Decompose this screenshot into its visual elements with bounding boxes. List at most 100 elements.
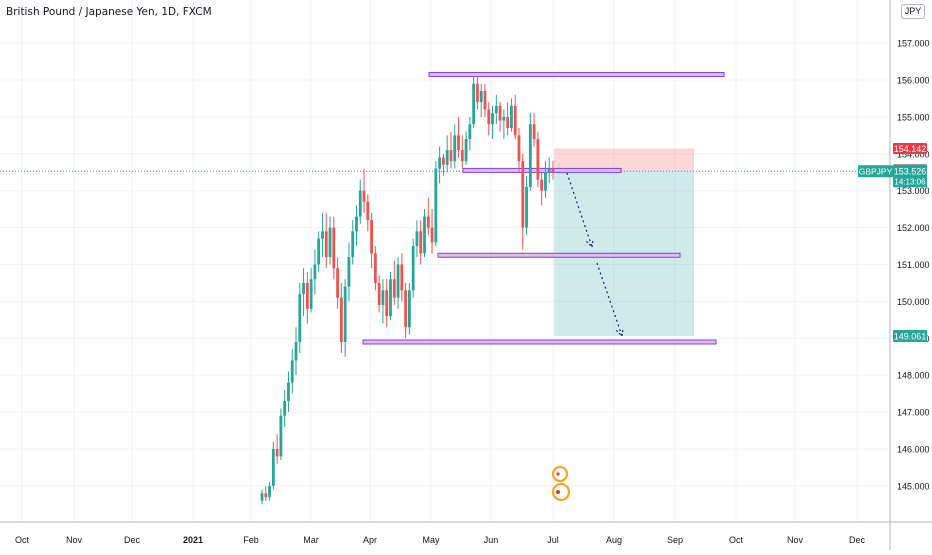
candle-body: [294, 341, 298, 361]
candle-body: [321, 231, 324, 239]
candle: [377, 275, 381, 313]
time-tick-label: 2021: [183, 535, 203, 545]
projection-arrow[interactable]: [596, 262, 624, 338]
candle: [396, 257, 400, 309]
candle-body: [506, 116, 510, 128]
candle: [400, 253, 404, 302]
level-rectangle[interactable]: [362, 339, 717, 345]
current-price-text: 153.526: [894, 166, 927, 176]
candle-body: [400, 264, 404, 291]
candle: [339, 282, 343, 354]
stop-loss-zone: [554, 148, 694, 172]
candle-body: [536, 139, 540, 180]
candle-body: [347, 257, 351, 287]
candle-body: [460, 150, 464, 162]
projection-arrows[interactable]: [566, 172, 624, 338]
candle-body: [332, 227, 336, 269]
candle-body: [498, 105, 502, 121]
candle-body: [339, 297, 343, 342]
candle: [279, 408, 283, 461]
symbol-tag-text: GBPJPY: [859, 166, 893, 176]
time-tick-label: Sep: [667, 535, 683, 545]
candle-body: [287, 382, 290, 402]
time-tick-label: Oct: [729, 535, 744, 545]
candle-body: [483, 91, 487, 110]
candle: [275, 434, 279, 464]
candle-body: [442, 157, 445, 165]
candle-body: [479, 91, 483, 103]
candle: [423, 209, 426, 258]
candle-body: [298, 294, 302, 342]
candle-body: [370, 220, 373, 254]
candle-body: [407, 290, 411, 328]
time-tick-label: Oct: [15, 535, 30, 545]
candle-body: [468, 124, 472, 140]
horizontal-levels[interactable]: [362, 71, 725, 345]
candle-body: [317, 238, 321, 265]
candle: [472, 76, 476, 128]
candle: [483, 83, 487, 117]
stop-price-badge: 154.142: [893, 143, 927, 155]
candle-body: [491, 113, 494, 125]
candle: [407, 282, 411, 335]
candle: [457, 116, 460, 158]
candle: [430, 209, 434, 254]
candle: [449, 131, 453, 169]
candle: [264, 485, 268, 501]
time-tick-label: Mar: [303, 535, 319, 545]
candle-body: [540, 179, 544, 191]
candle: [551, 161, 555, 180]
candle: [453, 124, 457, 169]
candle-body: [381, 290, 385, 306]
candle-body: [449, 150, 453, 162]
candle: [298, 282, 302, 354]
candle-body: [404, 290, 408, 328]
time-tick-label: Dec: [124, 535, 141, 545]
time-tick-label: Jul: [547, 535, 559, 545]
logo-ring-bottom: [551, 482, 571, 502]
candle-body: [438, 157, 442, 169]
arrow-shaft: [566, 172, 593, 248]
candle: [517, 127, 521, 173]
time-tick-label: Aug: [606, 535, 622, 545]
candle-body: [271, 449, 275, 486]
candle-body: [551, 168, 555, 173]
candle: [494, 94, 498, 125]
candle: [328, 216, 332, 265]
time-tick-label: Feb: [243, 535, 259, 545]
candle: [468, 116, 472, 151]
candle: [268, 482, 271, 501]
candle: [525, 175, 528, 235]
candle: [528, 113, 532, 191]
candle-body: [366, 201, 370, 221]
price-badges: 154.142153.568149.061153.52614:13:06GBPJ…: [858, 143, 927, 343]
candle: [506, 102, 510, 136]
candle: [373, 246, 377, 291]
candle: [321, 212, 324, 258]
candle: [305, 271, 309, 324]
time-tick-label: Nov: [787, 535, 804, 545]
level-rectangle[interactable]: [462, 167, 622, 173]
level-rectangle[interactable]: [428, 71, 725, 77]
candle-body: [358, 190, 362, 217]
candle: [309, 268, 313, 313]
candle-body: [313, 264, 317, 280]
candle: [521, 153, 525, 250]
candle-body: [457, 135, 460, 151]
candle: [290, 349, 294, 394]
currency-button[interactable]: JPY: [901, 4, 925, 19]
candle: [434, 161, 438, 247]
candle: [392, 260, 396, 306]
level-rectangle[interactable]: [437, 252, 681, 258]
candle-body: [419, 231, 423, 254]
candle: [283, 389, 287, 427]
candle-body: [362, 190, 366, 202]
time-tick-label: Nov: [66, 535, 83, 545]
price-tick-label: 145.000: [897, 481, 930, 491]
candle: [544, 161, 547, 199]
projection-arrow[interactable]: [566, 172, 594, 249]
candle: [358, 179, 362, 224]
